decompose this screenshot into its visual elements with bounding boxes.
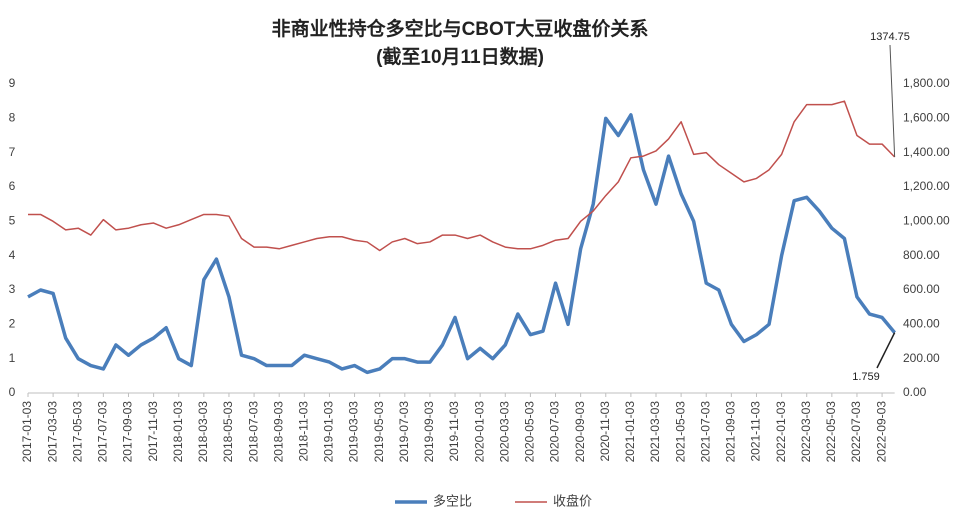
y2-tick-label: 1,400.00 — [903, 145, 950, 159]
y2-tick-label: 0.00 — [903, 385, 927, 399]
x-tick-label: 2021-11-03 — [749, 401, 763, 462]
y2-tick-label: 1,600.00 — [903, 111, 950, 125]
x-tick-label: 2020-01-03 — [472, 401, 486, 463]
y2-tick-label: 600.00 — [903, 282, 940, 296]
y-tick-label: 1 — [9, 351, 16, 365]
x-tick-label: 2022-05-03 — [824, 401, 838, 463]
chart-subtitle: (截至10月11日数据) — [376, 45, 544, 68]
y-tick-label: 5 — [9, 214, 16, 228]
x-tick-label: 2020-03-03 — [497, 401, 511, 463]
x-tick-label: 2018-07-03 — [246, 401, 260, 463]
annotation-leader — [889, 44, 896, 158]
x-tick-label: 2021-05-03 — [673, 401, 687, 463]
x-tick-label: 2020-09-03 — [573, 401, 587, 463]
y-tick-label: 3 — [9, 282, 16, 296]
x-tick-label: 2021-07-03 — [698, 401, 712, 463]
annotation-leader — [876, 332, 896, 369]
y2-tick-label: 200.00 — [903, 351, 940, 365]
y-tick-label: 7 — [9, 145, 16, 159]
x-tick-label: 2022-01-03 — [774, 401, 788, 463]
y2-tick-label: 1,000.00 — [903, 214, 950, 228]
y-tick-label: 2 — [9, 317, 16, 331]
y-tick-label: 0 — [9, 385, 16, 399]
x-tick-label: 2022-03-03 — [799, 401, 813, 463]
annotation: 1.759 — [852, 371, 880, 383]
x-tick-label: 2020-05-03 — [523, 401, 537, 463]
x-tick-label: 2019-07-03 — [397, 401, 411, 463]
x-tick-label: 2017-09-03 — [121, 401, 135, 463]
chart-title: 非商业性持仓多空比与CBOT大豆收盘价关系 — [272, 17, 649, 40]
y2-tick-label: 800.00 — [903, 248, 940, 262]
x-tick-label: 2019-03-03 — [347, 401, 361, 463]
x-tick-label: 2017-03-03 — [45, 401, 59, 463]
y-tick-label: 4 — [9, 248, 16, 262]
x-tick-label: 2018-09-03 — [271, 401, 285, 463]
x-tick-label: 2018-11-03 — [296, 401, 310, 462]
x-tick-label: 2018-03-03 — [196, 401, 210, 463]
series-line — [28, 100, 896, 252]
x-tick-label: 2017-05-03 — [70, 401, 84, 463]
x-tick-label: 2018-05-03 — [221, 401, 235, 463]
x-tick-label: 2017-07-03 — [96, 401, 110, 463]
x-tick-label: 2019-05-03 — [372, 401, 386, 463]
x-tick-label: 2018-01-03 — [171, 401, 185, 463]
x-tick-label: 2022-09-03 — [874, 401, 888, 463]
x-tick-label: 2017-01-03 — [20, 401, 34, 463]
x-tick-label: 2022-07-03 — [849, 401, 863, 463]
x-tick-label: 2021-01-03 — [623, 401, 637, 463]
y2-tick-label: 400.00 — [903, 317, 940, 331]
y-tick-label: 9 — [9, 76, 16, 90]
y2-tick-label: 1,200.00 — [903, 179, 950, 193]
x-tick-label: 2020-07-03 — [548, 401, 562, 463]
y2-tick-label: 1,800.00 — [903, 76, 950, 90]
annotation: 1374.75 — [870, 31, 910, 43]
x-tick-label: 2021-03-03 — [648, 401, 662, 463]
x-tick-label: 2019-09-03 — [422, 401, 436, 463]
legend-label: 多空比 — [433, 493, 472, 508]
y-tick-label: 6 — [9, 179, 16, 193]
y-tick-label: 8 — [9, 111, 16, 125]
x-tick-label: 2019-01-03 — [322, 401, 336, 463]
x-tick-label: 2021-09-03 — [724, 401, 738, 463]
legend-label: 收盘价 — [553, 493, 592, 508]
series-line — [27, 113, 896, 375]
x-tick-label: 2019-11-03 — [447, 401, 461, 462]
x-tick-label: 2017-11-03 — [146, 401, 160, 462]
x-tick-label: 2020-11-03 — [598, 401, 612, 462]
